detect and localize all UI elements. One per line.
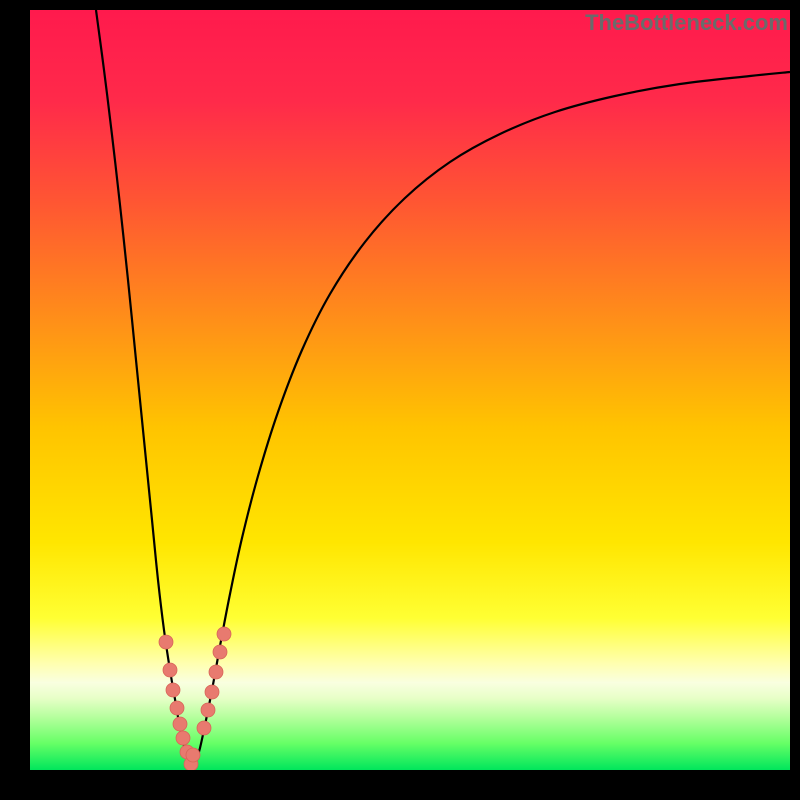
watermark-text: TheBottleneck.com <box>585 10 788 36</box>
data-marker <box>213 645 227 659</box>
data-marker <box>186 748 200 762</box>
gradient-background <box>30 10 790 770</box>
data-marker <box>205 685 219 699</box>
data-marker <box>170 701 184 715</box>
data-marker <box>173 717 187 731</box>
data-marker <box>197 721 211 735</box>
data-marker <box>176 731 190 745</box>
chart-frame: TheBottleneck.com <box>0 0 800 800</box>
data-marker <box>209 665 223 679</box>
data-marker <box>163 663 177 677</box>
plot-area <box>30 10 790 771</box>
data-marker <box>217 627 231 641</box>
bottleneck-chart <box>0 0 800 800</box>
data-marker <box>201 703 215 717</box>
data-marker <box>166 683 180 697</box>
data-marker <box>159 635 173 649</box>
